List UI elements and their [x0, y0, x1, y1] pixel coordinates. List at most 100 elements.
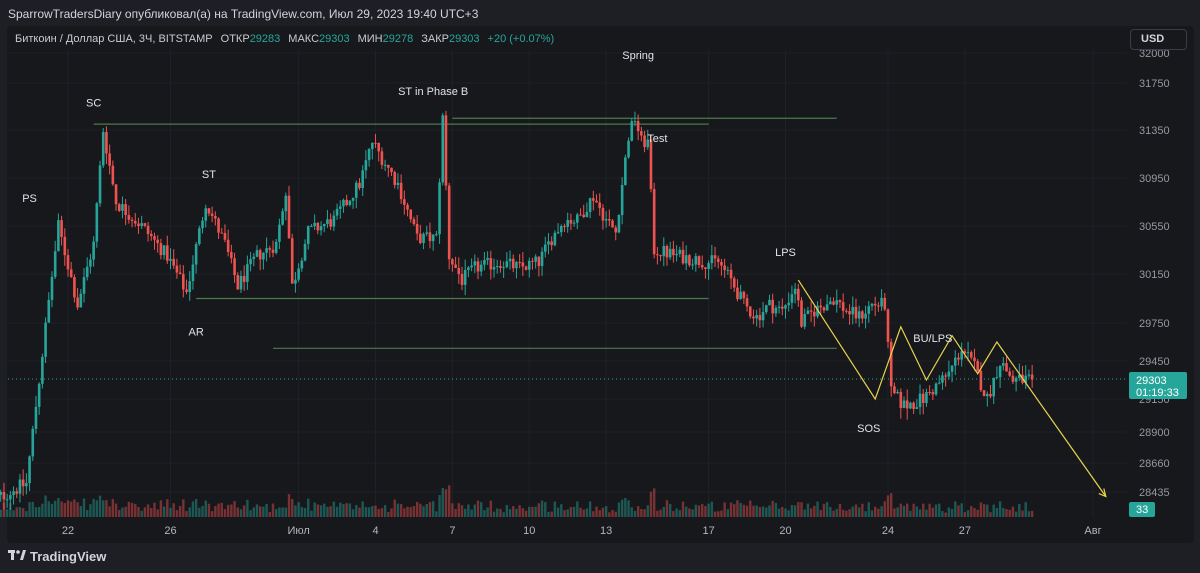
volume-bar [387, 512, 390, 517]
candle-body [739, 291, 742, 300]
volume-bar [226, 504, 230, 517]
candle-body [345, 199, 348, 205]
candle-body [25, 483, 28, 487]
phase-label: PS [22, 193, 37, 205]
volume-bar [73, 499, 76, 517]
volume-bar [640, 509, 643, 517]
volume-bar [137, 507, 140, 517]
candle-body [153, 236, 156, 240]
candle-body [797, 288, 800, 301]
volume-bar [614, 511, 617, 517]
brand-footer[interactable]: TradingView [8, 549, 106, 564]
candle-body [367, 149, 371, 161]
candle-body [694, 256, 698, 265]
volume-bar [717, 511, 720, 517]
candle-body [880, 297, 883, 307]
projection-line [797, 279, 1107, 497]
price-tick-label: 28900 [1139, 427, 1170, 439]
candle-body [822, 307, 826, 311]
candle-body [713, 255, 717, 259]
candle-body [313, 222, 316, 227]
candle-body [889, 341, 893, 387]
volume-bar [60, 501, 63, 517]
volume-bar [556, 507, 560, 517]
candle-body [668, 248, 672, 258]
candle-body [239, 275, 243, 290]
volume-bar [361, 501, 364, 517]
candle-body [521, 262, 525, 267]
candle-body [242, 275, 246, 282]
candle-body [553, 232, 557, 246]
candle-body [246, 264, 249, 282]
volume-bar [204, 500, 207, 517]
candle-body [518, 262, 521, 264]
candle-body [527, 260, 531, 270]
volume-bar [765, 507, 768, 517]
candle-body [399, 182, 403, 200]
candle-body [729, 269, 733, 279]
candle-body [322, 223, 326, 227]
candle-body [306, 226, 310, 244]
volume-bar [745, 505, 749, 517]
volume-bar [166, 499, 169, 517]
currency-button[interactable]: USD [1130, 29, 1187, 50]
candle-body [383, 164, 387, 166]
candle-body [896, 391, 899, 394]
candle-body [447, 185, 451, 260]
candle-body [768, 299, 771, 306]
time-tick-label: 22 [62, 525, 74, 537]
candle-body [515, 262, 518, 269]
volume-bar [768, 505, 771, 517]
symbol-legend: Биткоин / Доллар США, 3Ч, BITSTAMP ОТКР29… [15, 33, 554, 45]
volume-bar [252, 507, 255, 517]
candle-body [15, 491, 19, 494]
candle-body [543, 244, 547, 252]
volume-bar [396, 503, 400, 517]
candle-body [966, 352, 970, 354]
candle-body [601, 207, 605, 221]
candle-body [755, 315, 758, 319]
volume-bar [816, 501, 819, 517]
volume-bar [524, 510, 528, 517]
candle-body [159, 243, 163, 256]
candle-body [665, 245, 669, 258]
candle-body [813, 311, 816, 317]
candle-body [838, 300, 842, 303]
candle-body [777, 306, 781, 308]
volume-bar [409, 507, 412, 517]
time-axis[interactable]: 22 26 Июл 4 7 10 13 17 20 24 27 Авг [62, 525, 1102, 537]
candle-body [1002, 363, 1005, 366]
volume-bar [726, 509, 730, 517]
candle-body [732, 278, 736, 288]
volume-bar [499, 508, 502, 517]
candle-body [809, 310, 813, 312]
volume-bar [76, 502, 79, 517]
candle-body [476, 261, 480, 272]
volume-bar [0, 509, 2, 517]
volume-bar [316, 504, 320, 517]
symbol-title[interactable]: Биткоин / Доллар США, 3Ч, BITSTAMP [15, 33, 213, 45]
volume-bar [582, 509, 585, 517]
volume-bar [70, 501, 73, 517]
volume-bar [592, 511, 595, 517]
candle-body [502, 267, 505, 269]
time-tick-label: Июл [287, 525, 309, 537]
price-tick-label: 32000 [1139, 48, 1170, 60]
price-tick-label: 29450 [1139, 356, 1170, 368]
candle-body [470, 265, 473, 268]
candle-body [191, 264, 195, 282]
candle-body [841, 302, 845, 311]
volume-bar [662, 506, 665, 517]
volume-bar [284, 507, 288, 517]
candle-body [819, 305, 823, 308]
candle-body [598, 202, 602, 208]
volume-bar [970, 506, 973, 517]
price-axis[interactable]: 32000 31750 31350 30950 30550 30150 29750 29450… [1139, 48, 1170, 499]
volume-bar [845, 510, 848, 517]
candle-body [198, 228, 201, 245]
volume-bar [415, 501, 419, 517]
candle-body [640, 131, 643, 136]
volume-bar [41, 503, 44, 517]
volume-bar [457, 503, 460, 517]
